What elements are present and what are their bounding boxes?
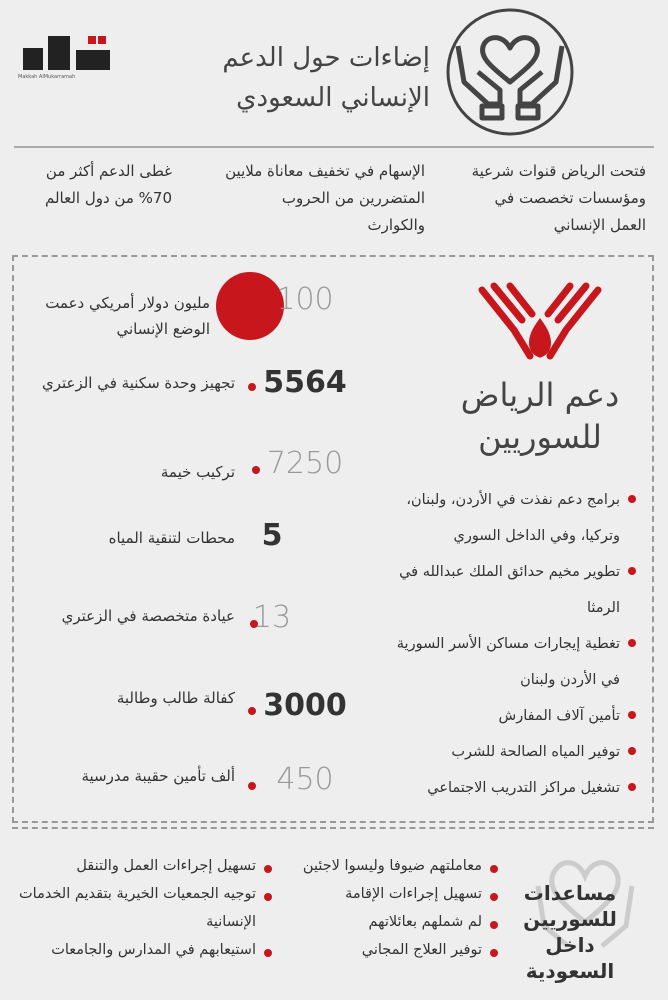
inside-title-line: السعودية: [525, 959, 615, 983]
syria-logo-line: دعم الرياض: [460, 376, 620, 414]
divider: [14, 146, 654, 148]
syria-box: [12, 255, 654, 823]
bullet: تغطية إيجارات مساكن الأسر السورية في الأ…: [380, 626, 636, 698]
dot: [248, 383, 256, 391]
bullet: توفير العلاج المجاني: [292, 936, 498, 964]
fact: فتحت الرياض قنوات شرعية ومؤسسات تخصصت في…: [471, 162, 646, 234]
stat-number: 5: [261, 518, 283, 553]
logo-mark: [23, 36, 110, 70]
stat-text: ألف تأمين حقيبة مدرسية: [81, 767, 235, 785]
fact: الإسهام في تخفيف معاناة ملايين المتضررين…: [225, 162, 425, 234]
syria-logo-text: دعم الرياض للسوريين: [450, 374, 630, 458]
stat-number: 450: [276, 762, 334, 797]
stat-text: مليون دولار أمريكي دعمت الوضع الإنساني: [45, 294, 210, 338]
logo-text: مكة: [70, 30, 71, 44]
stat-number: 5564: [263, 365, 347, 400]
bullet: تشغيل مراكز التدريب الاجتماعي: [380, 770, 636, 806]
bullet: تسهيل إجراءات الإقامة: [292, 880, 498, 908]
stat-number: 100: [276, 282, 334, 317]
title-line: إضاءات حول الدعم: [222, 43, 430, 73]
stat-text: محطات لتنقية المياه: [108, 529, 235, 547]
inside-title: مساعدات للسوريين داخل السعودية: [500, 880, 640, 984]
hands-heart-icon: [446, 8, 574, 136]
stat-text: عيادة متخصصة في الزعتري: [61, 607, 235, 625]
dot: [252, 466, 260, 474]
stat-text: كفالة طالب وطالبة: [116, 689, 235, 707]
dot: [248, 782, 256, 790]
bullet: توفير المياه الصالحة للشرب: [380, 734, 636, 770]
inside-title-line: للسوريين داخل: [523, 907, 617, 957]
bullet: معاملتهم ضيوفا وليسوا لاجئين: [292, 852, 498, 880]
syria-logo-line: للسوريين: [478, 418, 602, 456]
inside-title-line: مساعدات: [523, 881, 617, 905]
stat-text: تجهيز وحدة سكنية في الزعتري: [41, 374, 235, 392]
dot: [248, 707, 256, 715]
logo-sub: Makkah AlMukarramah: [18, 74, 76, 80]
stat-number: 13: [252, 600, 292, 635]
bullet: برامج دعم نفذت في الأردن، ولبنان، وتركيا…: [380, 482, 636, 554]
bullet: استيعابهم في المدارس والجامعات: [10, 936, 272, 964]
divider: [12, 827, 654, 829]
bullet: تسهيل إجراءات العمل والتنقل: [10, 852, 272, 880]
bullet: تطوير مخيم حدائق الملك عبدالله في الرمثا: [380, 554, 636, 626]
stat-number: 7250: [266, 446, 344, 481]
bullet: لم شملهم بعائلاتهم: [292, 908, 498, 936]
title: إضاءات حول الدعم الإنساني السعودي: [190, 38, 430, 118]
dot: [250, 620, 258, 628]
syria-logo-icon: [478, 282, 602, 360]
stat-text: تركيب خيمة: [160, 463, 235, 481]
inside-list-b: تسهيل إجراءات العمل والتنقل توجيه الجمعي…: [10, 852, 272, 964]
inside-list-a: معاملتهم ضيوفا وليسوا لاجئين تسهيل إجراء…: [292, 852, 498, 964]
red-circle: [216, 272, 284, 340]
bullet: توجيه الجمعيات الخيرية بتقديم الخدمات ال…: [10, 880, 272, 936]
fact: غطى الدعم أكثر من 70% من دول العالم: [44, 162, 172, 207]
stat-number: 3000: [263, 688, 347, 723]
heart-hands-icon: [535, 860, 635, 948]
title-line: الإنساني السعودي: [236, 83, 430, 113]
bullet: تأمين آلاف المفارش: [380, 698, 636, 734]
syria-bullets: برامج دعم نفذت في الأردن، ولبنان، وتركيا…: [380, 482, 636, 806]
